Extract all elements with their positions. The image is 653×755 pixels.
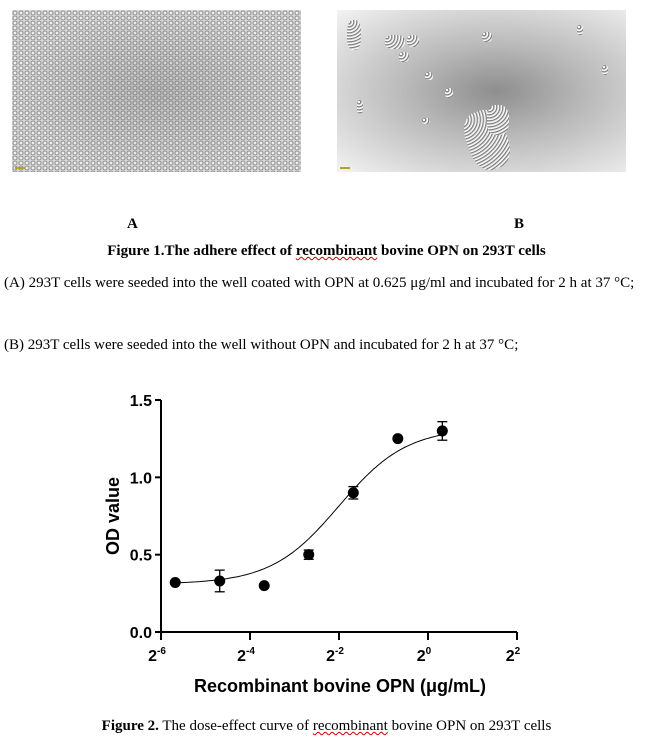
y-tick-label: 1.0 bbox=[130, 470, 152, 487]
dose-effect-chart: 0.0 0.5 1.0 1.5 2-6 2-4 2-2 20 22 Recombinant bov… bbox=[103, 393, 521, 696]
data-point bbox=[303, 549, 315, 561]
data-point bbox=[392, 433, 404, 445]
x-tick-label: 22 bbox=[506, 646, 521, 665]
panel-b-label: B bbox=[514, 216, 525, 232]
x-tick-label: 2-4 bbox=[237, 646, 255, 665]
x-axis-label: Recombinant bovine OPN (μg/mL) bbox=[194, 676, 486, 696]
y-tick-label: 1.5 bbox=[130, 393, 152, 410]
data-point bbox=[169, 577, 181, 589]
data-point bbox=[347, 487, 359, 499]
scale-bar bbox=[340, 167, 350, 169]
scale-bar bbox=[15, 167, 25, 169]
y-tick-label: 0.5 bbox=[130, 548, 152, 565]
data-point bbox=[214, 575, 226, 587]
x-tick-label: 2-2 bbox=[326, 646, 344, 665]
data-point bbox=[436, 425, 448, 437]
figure1-description-a: (A) 293T cells were seeded into the well… bbox=[4, 275, 635, 291]
y-tick-label: 0.0 bbox=[130, 625, 152, 642]
figure1-caption: Figure 1.The adhere effect of recombinan… bbox=[107, 243, 546, 259]
data-point bbox=[258, 580, 270, 592]
y-axis-label: OD value bbox=[103, 477, 123, 555]
micrograph-panel-a bbox=[12, 10, 301, 172]
figure1-description-b: (B) 293T cells were seeded into the well… bbox=[4, 337, 519, 353]
x-tick-label: 20 bbox=[417, 646, 432, 665]
fit-curve bbox=[175, 434, 443, 584]
x-tick-label: 2-6 bbox=[148, 646, 166, 665]
figure2-caption: Figure 2. The dose-effect curve of recom… bbox=[101, 718, 552, 734]
panel-a-label: A bbox=[127, 216, 138, 232]
micrograph-panel-b bbox=[337, 10, 626, 172]
